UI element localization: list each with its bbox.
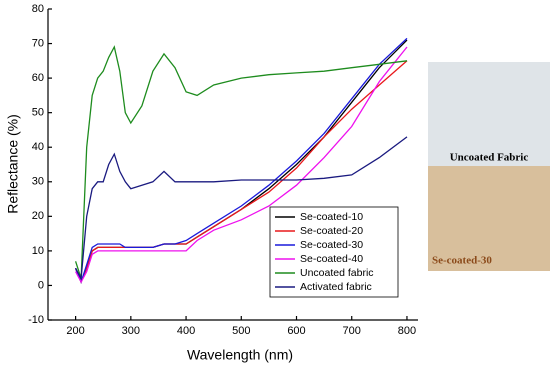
x-tick-label: 700 xyxy=(343,325,361,337)
x-tick-label: 600 xyxy=(287,325,305,337)
legend-label: Se-coated-40 xyxy=(300,253,363,265)
photo-uncoated xyxy=(428,62,550,166)
legend-label: Activated fabric xyxy=(300,281,372,293)
x-tick-label: 400 xyxy=(177,325,195,337)
photo-label: Uncoated Fabric xyxy=(450,152,529,164)
photo-label: Se-coated-30 xyxy=(432,255,492,267)
y-tick-label: 0 xyxy=(38,279,44,291)
y-tick-label: -10 xyxy=(28,314,44,326)
legend-label: Uncoated fabric xyxy=(300,267,374,279)
x-tick-label: 200 xyxy=(66,325,84,337)
series-line xyxy=(75,136,408,281)
x-tick-label: 800 xyxy=(398,325,416,337)
legend-label: Se-coated-30 xyxy=(300,239,363,251)
y-tick-label: 10 xyxy=(32,245,44,257)
y-tick-label: 60 xyxy=(32,72,44,84)
legend-box xyxy=(269,206,399,298)
series-line xyxy=(74,37,408,284)
y-tick-label: 30 xyxy=(32,176,44,188)
legend-label: Se-coated-10 xyxy=(300,211,363,223)
x-tick-label: 300 xyxy=(122,325,140,337)
y-tick-label: 80 xyxy=(32,3,44,15)
x-axis-label: Wavelength (nm) xyxy=(187,347,293,363)
series-line xyxy=(74,45,408,279)
y-axis-label: Reflectance (%) xyxy=(5,114,21,214)
y-tick-label: 70 xyxy=(32,37,44,49)
y-tick-label: 20 xyxy=(32,210,44,222)
x-tick-label: 500 xyxy=(232,325,250,337)
y-tick-label: 50 xyxy=(32,107,44,119)
y-tick-label: 40 xyxy=(32,141,44,153)
legend-label: Se-coated-20 xyxy=(300,225,363,237)
photo-coated xyxy=(428,166,550,271)
series-line xyxy=(75,46,408,284)
